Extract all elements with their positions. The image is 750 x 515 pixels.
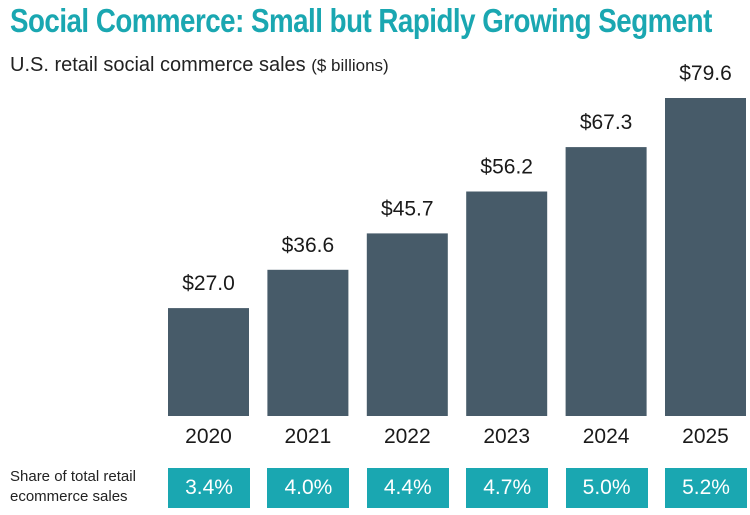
share-value-2024: 5.0% xyxy=(565,468,648,508)
share-label: Share of total retail ecommerce sales xyxy=(10,467,150,507)
subtitle-unit: ($ billions) xyxy=(311,56,389,75)
bar-2023 xyxy=(466,191,548,416)
share-label-line2: ecommerce sales xyxy=(10,488,128,505)
bar-2024 xyxy=(565,147,647,416)
value-label-2024: $67.3 xyxy=(580,111,633,134)
value-label-2021: $36.6 xyxy=(282,234,335,257)
share-value-2023: 4.7% xyxy=(466,468,549,508)
share-value-2020: 3.4% xyxy=(168,468,250,508)
bar-2020 xyxy=(168,308,249,416)
category-label-2020: 2020 xyxy=(185,425,232,448)
subtitle-text: U.S. retail social commerce sales xyxy=(10,54,306,76)
category-label-2025: 2025 xyxy=(682,425,729,448)
value-label-2020: $27.0 xyxy=(182,272,235,295)
value-label-2025: $79.6 xyxy=(679,62,732,85)
chart-title: Social Commerce: Small but Rapidly Growi… xyxy=(10,2,712,39)
bar-2021 xyxy=(267,269,349,416)
value-label-2022: $45.7 xyxy=(381,197,434,220)
share-value-2021: 4.0% xyxy=(267,468,350,508)
share-value-2022: 4.4% xyxy=(366,468,449,508)
value-label-2023: $56.2 xyxy=(480,156,533,179)
category-label-2022: 2022 xyxy=(384,425,431,448)
chart-subtitle: U.S. retail social commerce sales ($ bil… xyxy=(10,54,389,77)
category-label-2024: 2024 xyxy=(583,425,630,448)
category-label-2021: 2021 xyxy=(285,425,332,448)
category-label-2023: 2023 xyxy=(483,425,530,448)
share-value-2025: 5.2% xyxy=(665,468,747,508)
bar-2022 xyxy=(366,233,448,416)
share-label-line1: Share of total retail xyxy=(10,468,136,485)
bar-2025 xyxy=(665,98,746,416)
